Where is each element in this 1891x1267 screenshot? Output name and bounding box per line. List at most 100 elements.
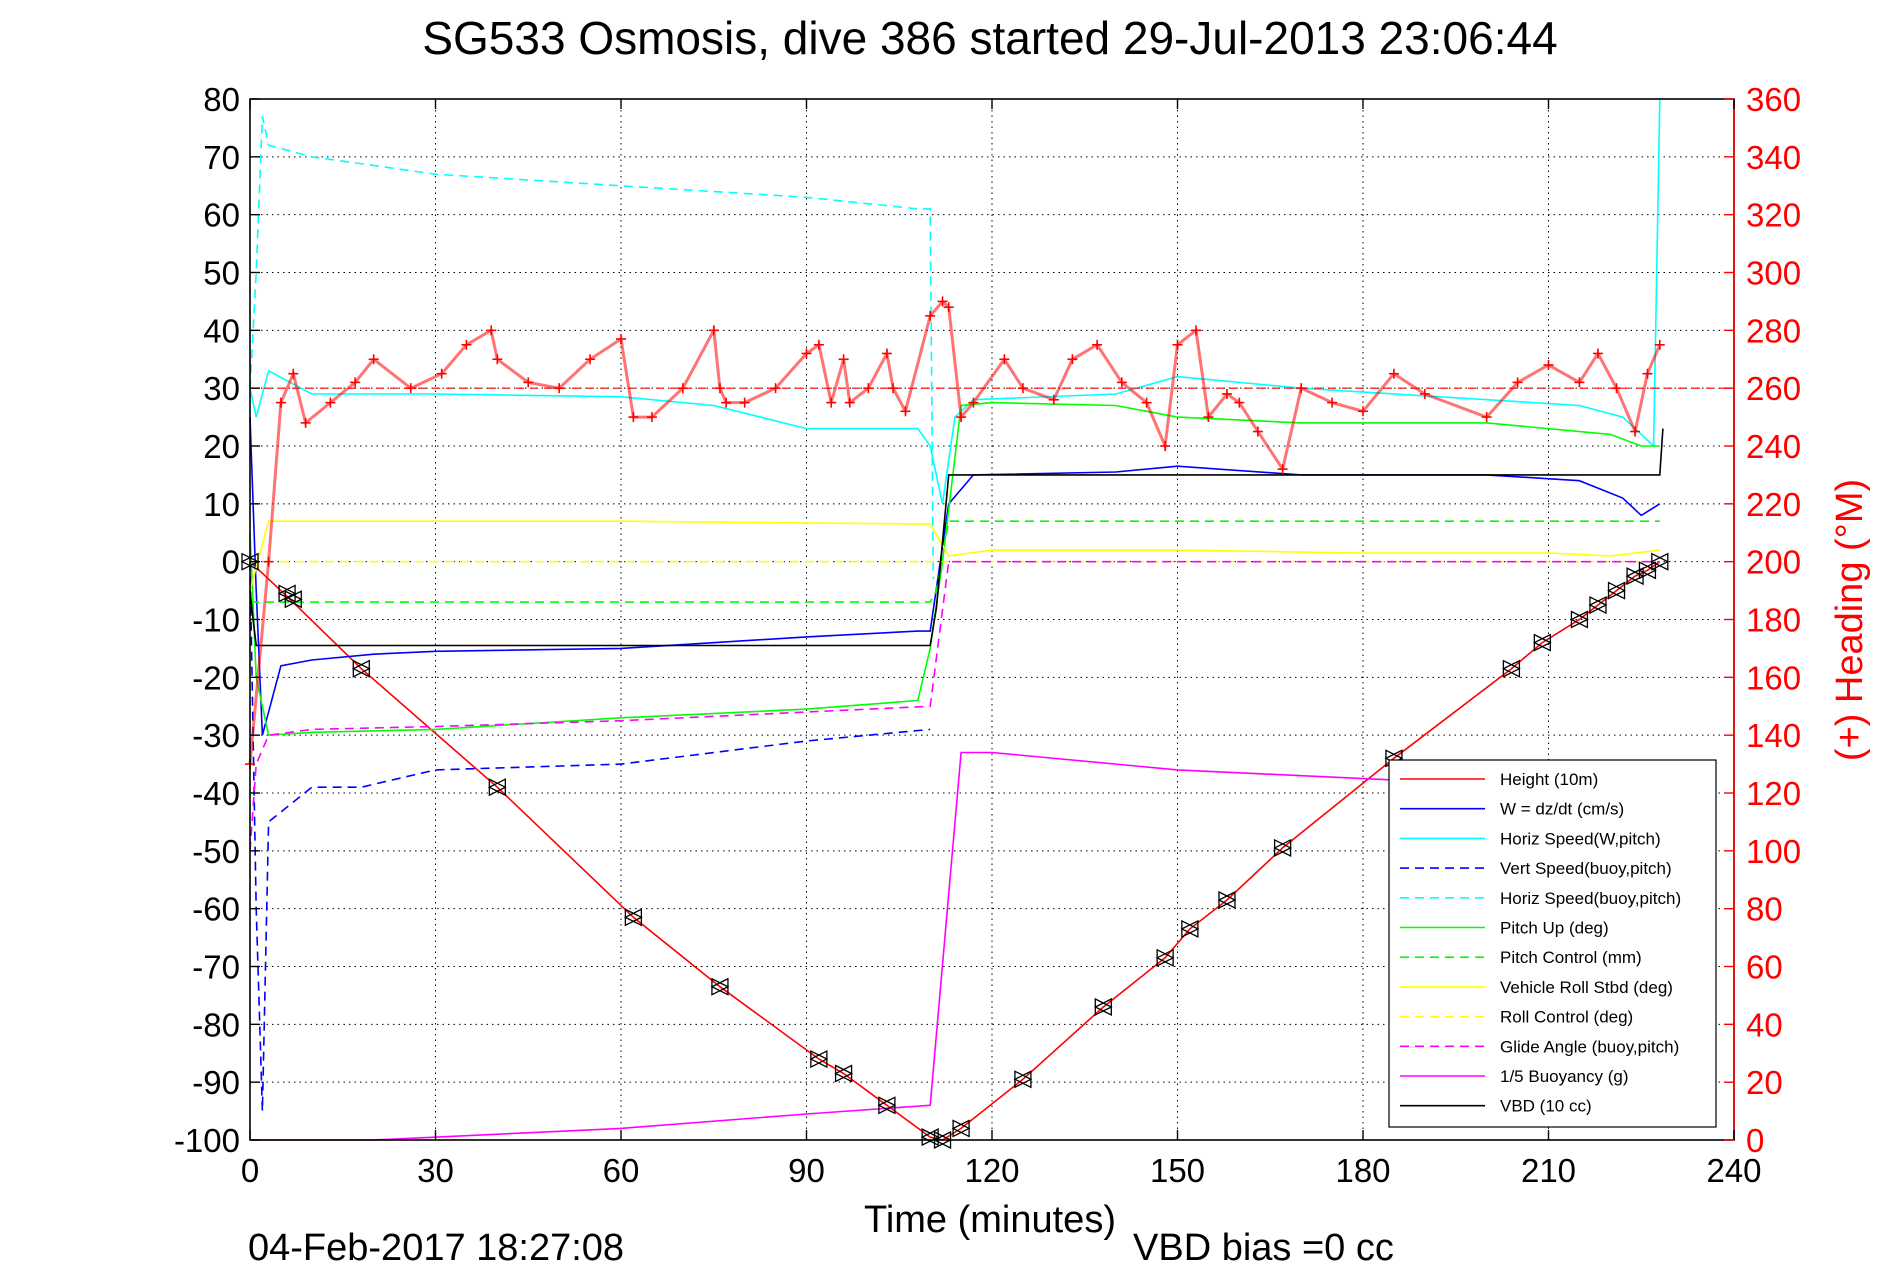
y-tick-label: 10 bbox=[203, 486, 240, 523]
heading-point bbox=[1630, 426, 1641, 437]
x-tick-label: 120 bbox=[964, 1152, 1019, 1189]
marker-layer bbox=[240, 552, 1670, 1150]
height-sample-marker bbox=[1093, 997, 1113, 1017]
x-tick-label: 240 bbox=[1706, 1152, 1761, 1189]
heading-point bbox=[1512, 377, 1523, 388]
height-sample-marker bbox=[1588, 595, 1608, 615]
heading-point bbox=[863, 383, 874, 394]
y-tick-label: -20 bbox=[192, 659, 240, 696]
height-sample-marker bbox=[1650, 552, 1670, 571]
height-sample-marker bbox=[283, 590, 303, 609]
series-line-9 bbox=[249, 560, 1660, 851]
heading-point bbox=[1234, 397, 1245, 408]
axis-layer: 0 30 60 90 120 150 180 210 24080706050403020100-… bbox=[174, 81, 1801, 1189]
y2-tick-label: 340 bbox=[1746, 139, 1801, 176]
x-tick-label: 30 bbox=[417, 1152, 454, 1189]
heading-layer bbox=[245, 296, 1734, 770]
y-tick-label: -60 bbox=[192, 891, 240, 928]
heading-point bbox=[1277, 464, 1288, 475]
y2-tick-label: 100 bbox=[1746, 833, 1801, 870]
legend-label: W = dz/dt (cm/s) bbox=[1500, 800, 1624, 819]
height-sample-marker bbox=[1607, 581, 1626, 600]
height-sample-marker bbox=[1637, 561, 1657, 580]
y-tick-label: -30 bbox=[192, 717, 240, 754]
y2-tick-label: 260 bbox=[1746, 370, 1801, 407]
heading-point bbox=[523, 377, 534, 388]
heading-point bbox=[1592, 348, 1603, 359]
y-tick-label: 40 bbox=[203, 312, 240, 349]
heading-point bbox=[288, 368, 299, 379]
x-tick-label: 90 bbox=[788, 1152, 825, 1189]
legend-box bbox=[1388, 759, 1717, 1128]
heading-point bbox=[554, 383, 565, 394]
y2-tick-label: 240 bbox=[1746, 428, 1801, 465]
y-tick-label: 70 bbox=[203, 139, 240, 176]
x-axis-label: Time (minutes) bbox=[864, 1199, 1116, 1241]
heading-point bbox=[1191, 325, 1202, 336]
height-sample-marker bbox=[487, 778, 507, 797]
x-tick-label: 150 bbox=[1150, 1152, 1205, 1189]
heading-point bbox=[844, 397, 855, 408]
legend-items: Height (10m) W = dz/dt (cm/s) Horiz Speed(… bbox=[1400, 770, 1681, 1116]
y-tick-label: 80 bbox=[203, 81, 240, 118]
height-sample-marker bbox=[877, 1096, 897, 1115]
heading-point bbox=[1221, 388, 1232, 399]
height-sample-marker bbox=[1501, 659, 1521, 678]
height-sample-marker bbox=[809, 1049, 829, 1069]
x-tick-label: 0 bbox=[241, 1152, 259, 1189]
y2-tick-label: 20 bbox=[1746, 1064, 1783, 1101]
heading-point bbox=[492, 354, 503, 365]
heading-point bbox=[1327, 397, 1338, 408]
legend: Height (10m) W = dz/dt (cm/s) Horiz Speed(… bbox=[1388, 759, 1717, 1128]
heading-point bbox=[436, 368, 447, 379]
heading-point bbox=[770, 383, 781, 394]
x-tick-label: 180 bbox=[1335, 1152, 1390, 1189]
heading-point bbox=[646, 412, 657, 423]
y-tick-label: -40 bbox=[192, 775, 240, 812]
y2-tick-label: 120 bbox=[1746, 775, 1801, 812]
series-line-11 bbox=[249, 428, 1664, 647]
heading-point bbox=[1481, 412, 1492, 423]
heading-point bbox=[708, 325, 719, 336]
heading-point bbox=[1642, 368, 1653, 379]
heading-point bbox=[900, 406, 911, 417]
heading-point bbox=[461, 339, 472, 350]
y-tick-label: 0 bbox=[222, 544, 240, 581]
heading-point bbox=[1048, 394, 1059, 405]
y-tick-label: 20 bbox=[203, 428, 240, 465]
y2-tick-label: 200 bbox=[1746, 544, 1801, 581]
height-sample-marker bbox=[277, 584, 297, 603]
legend-label: Vert Speed(buoy,pitch) bbox=[1500, 859, 1672, 878]
y-tick-label: -70 bbox=[192, 949, 240, 986]
heading-point bbox=[275, 397, 286, 408]
heading-point bbox=[1388, 368, 1399, 379]
series-line-4 bbox=[249, 116, 935, 580]
height-sample-marker bbox=[920, 1128, 940, 1147]
y-tick-label: -90 bbox=[192, 1064, 240, 1101]
heading-point bbox=[368, 354, 379, 365]
y2-tick-label: 180 bbox=[1746, 602, 1801, 639]
heading-point bbox=[1252, 426, 1263, 437]
height-sample-marker bbox=[834, 1064, 854, 1083]
y2-tick-label: 360 bbox=[1746, 81, 1801, 118]
height-sample-marker bbox=[351, 659, 371, 678]
heading-point bbox=[1141, 397, 1152, 408]
heading-point bbox=[1160, 441, 1171, 451]
y2-tick-label: 220 bbox=[1746, 486, 1801, 523]
legend-label: Glide Angle (buoy,pitch) bbox=[1500, 1037, 1679, 1056]
height-sample-marker bbox=[1013, 1070, 1033, 1089]
series-line-7 bbox=[249, 520, 1660, 591]
y2-tick-label: 280 bbox=[1746, 312, 1801, 349]
x-tick-label: 210 bbox=[1521, 1152, 1576, 1189]
heading-point bbox=[801, 348, 812, 359]
heading-point bbox=[714, 383, 725, 394]
legend-label: Vehicle Roll Stbd (deg) bbox=[1500, 978, 1673, 997]
y2-tick-label: 320 bbox=[1746, 197, 1801, 234]
height-sample-marker bbox=[1273, 838, 1293, 857]
heading-point bbox=[263, 556, 274, 567]
heading-point bbox=[1116, 377, 1127, 388]
height-sample-marker bbox=[623, 908, 643, 927]
heading-point bbox=[1358, 406, 1368, 417]
heading-point bbox=[937, 296, 948, 307]
